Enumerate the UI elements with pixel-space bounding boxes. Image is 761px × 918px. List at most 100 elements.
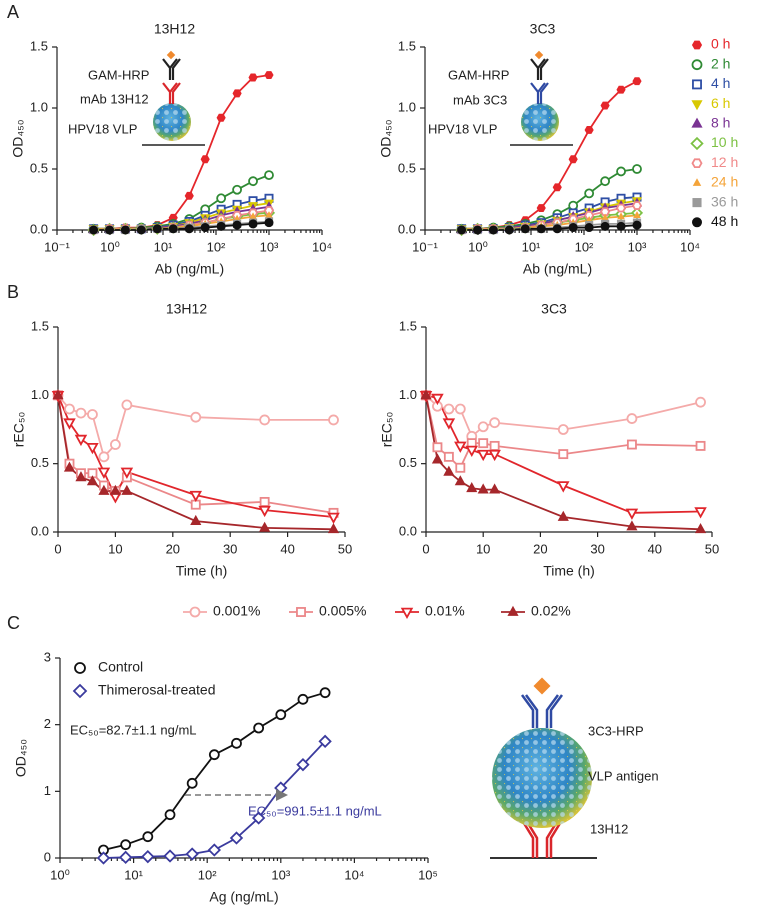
data-point [200,223,210,233]
data-point [692,198,702,208]
data-point [600,176,610,187]
y-axis-label: rEC₅₀ [11,412,27,448]
data-point [616,166,626,177]
data-point [455,462,466,473]
legend-label: 0.01% [425,603,465,619]
data-point [632,77,642,86]
diagram-label: 3C3-HRP [588,723,644,738]
data-point [489,417,501,429]
data-point [264,71,274,80]
data-point [690,136,704,151]
legend-label: 6 h [711,95,730,111]
legend-label: 2 h [711,55,730,71]
data-point [275,709,287,721]
series-line [57,395,334,531]
data-point [600,221,610,231]
antibody-icon [162,82,181,104]
data-point [259,414,271,426]
data-point [251,811,266,825]
x-tick-label: 50 [705,541,719,556]
x-tick-label: 50 [338,541,352,556]
x-axis-label: Ab (ng/mL) [155,261,224,277]
x-axis-label: Ag (ng/mL) [209,889,278,905]
legend-label: 12 h [711,154,738,170]
data-point [616,221,626,231]
data-point [248,176,258,187]
x-tick-label: 10⁰ [468,239,488,254]
data-point [692,79,702,90]
diagram-label: 13H12 [590,821,628,836]
x-tick-label: 10⁴ [680,239,700,254]
data-point [296,757,310,772]
x-tick-label: 10 [108,541,122,556]
data-point [552,224,562,234]
data-point [616,203,627,213]
x-tick-label: 30 [590,541,604,556]
y-tick-label: 0.0 [398,221,416,236]
data-point [489,483,501,494]
data-point [443,451,454,462]
data-point [584,223,594,233]
data-point [231,737,242,749]
data-point [691,59,703,71]
data-point [75,407,87,419]
data-point [64,403,75,415]
x-tick-label: 10⁻¹ [412,239,438,254]
legend-label: 48 h [711,213,738,229]
y-axis-label: OD₄₅₀ [10,119,26,157]
annotation: HPV18 VLP [428,121,497,136]
data-point [110,439,121,450]
series-line [425,394,701,514]
x-tick-label: 10² [198,867,217,882]
y-tick-label: 1.5 [399,318,417,333]
data-point [327,523,340,534]
panel-label: A [7,2,19,22]
annotation: EC₅₀=991.5±1.1 ng/mL [248,803,382,818]
data-point [692,217,702,228]
data-point [443,465,455,476]
hrp-icon [534,50,544,60]
y-tick-label: 0.5 [399,455,417,470]
x-axis-label: Ab (ng/mL) [523,261,592,277]
data-point [616,85,626,94]
data-point [552,183,562,192]
data-point [264,170,274,181]
data-point [98,451,110,463]
data-point [141,849,155,864]
data-point [296,607,306,617]
chart-title: 3C3 [530,21,556,37]
data-point [442,418,456,430]
data-point [189,490,203,503]
annotation: HPV18 VLP [68,121,137,136]
data-point [264,218,274,228]
series-line [103,691,326,851]
data-point [163,849,177,863]
data-point [691,100,703,111]
legend-label: 0.005% [319,603,366,619]
series-line [93,174,270,230]
data-point [75,471,87,482]
x-tick-label: 40 [648,541,662,556]
data-point [633,211,641,219]
x-axis-label: Time (h) [543,563,595,579]
vlp-icon [521,103,559,141]
data-point [185,847,199,861]
data-point [229,831,244,845]
data-point [536,204,546,213]
data-point [600,101,610,110]
panel-label: C [7,613,20,633]
data-point [454,441,467,453]
data-point [489,440,500,451]
data-point [432,442,443,453]
x-tick-label: 10⁰ [50,867,70,882]
legend-label: 10 h [711,134,738,150]
shift-arrow-head [276,789,288,801]
data-point [152,224,162,234]
y-axis-label: rEC₅₀ [379,412,395,448]
data-point [473,225,483,235]
data-point [190,411,202,423]
data-point [232,184,242,195]
data-point [319,687,331,699]
y-tick-label: 0.0 [30,221,48,236]
data-point [692,178,702,186]
